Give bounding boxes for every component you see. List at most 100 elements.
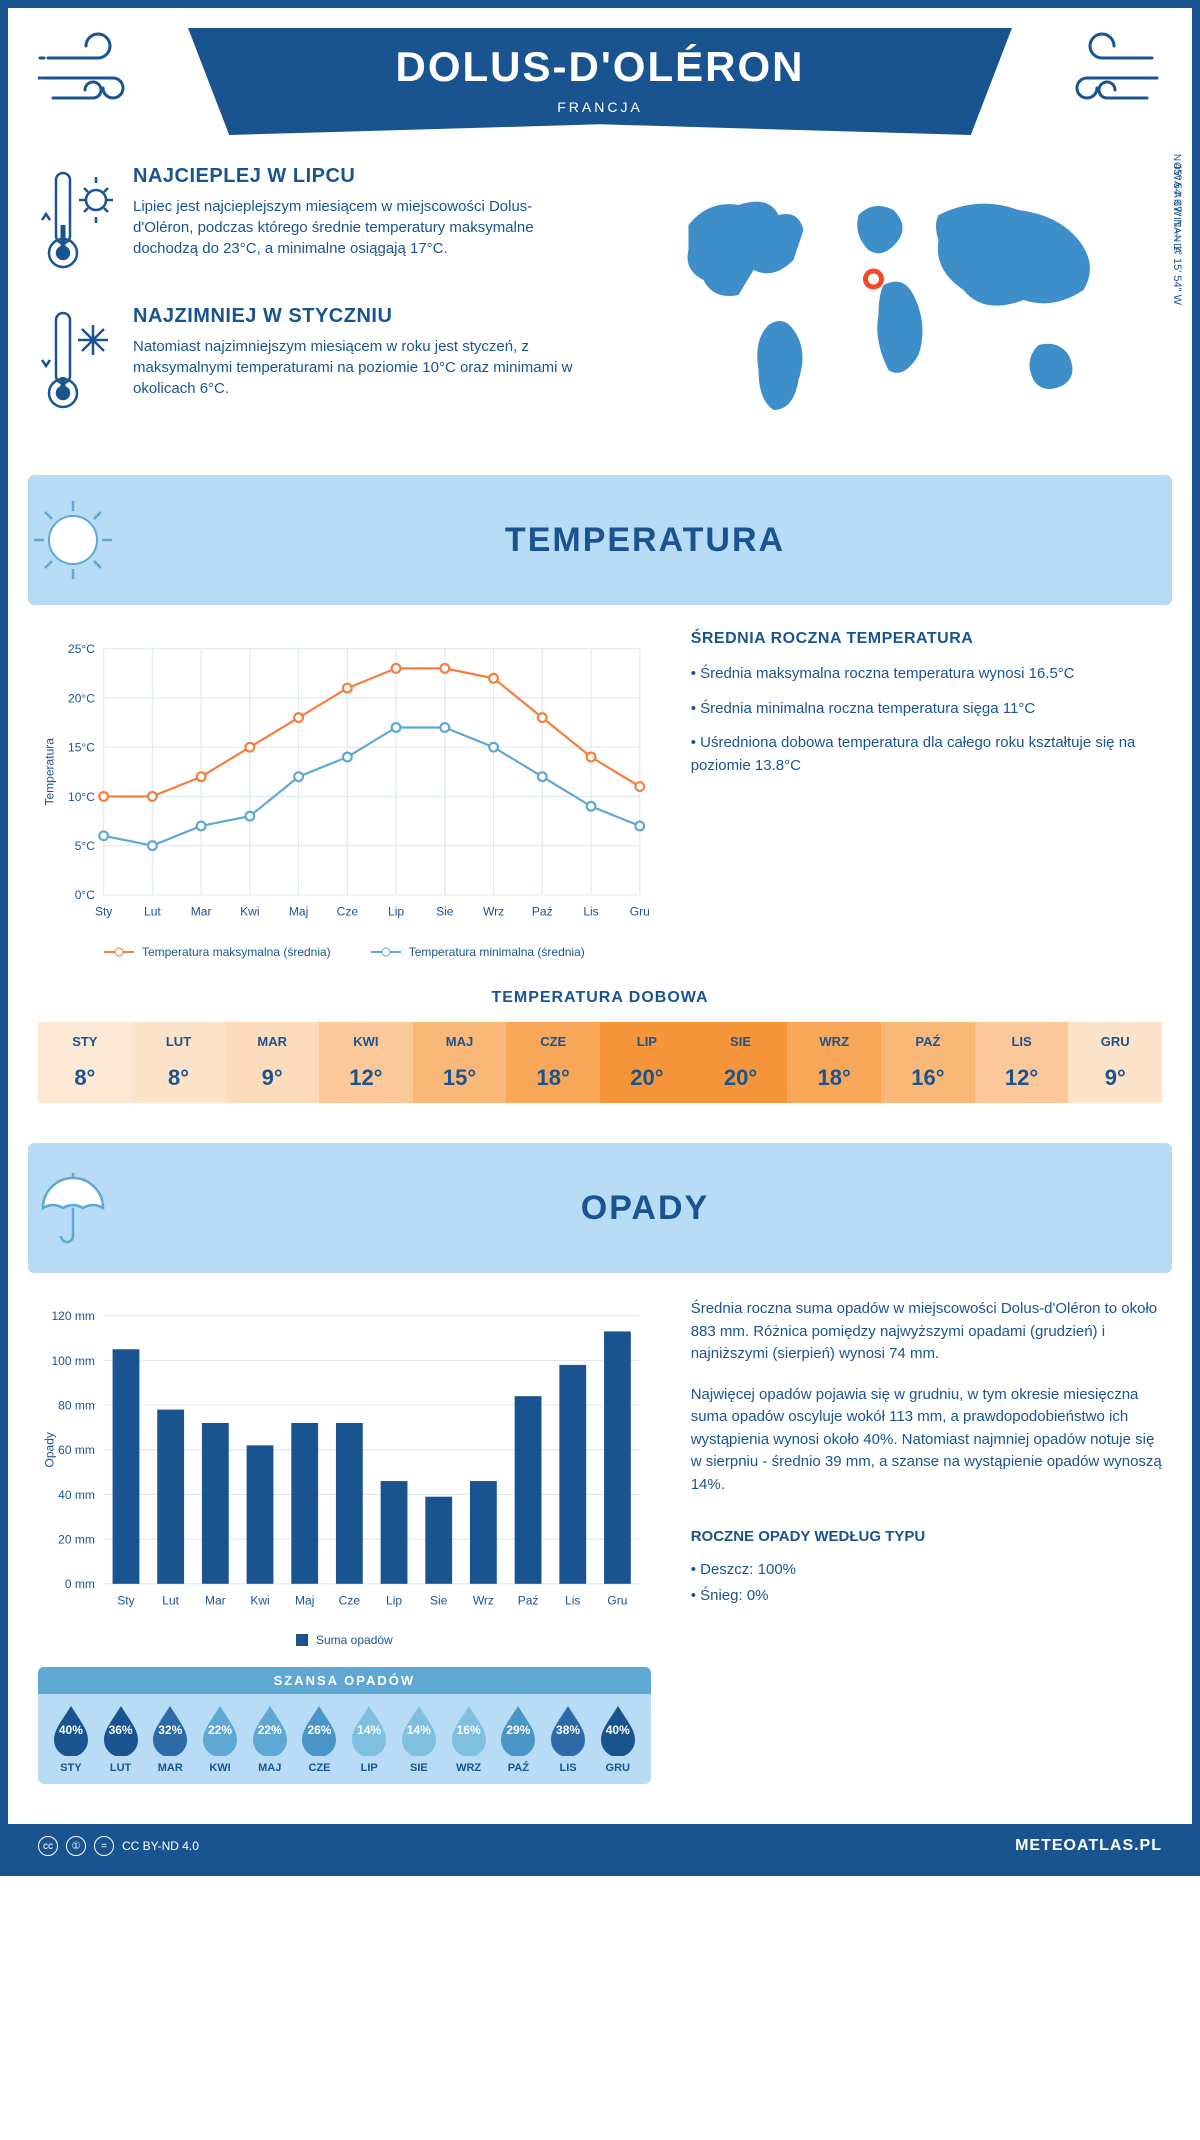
precip-chance-box: SZANSA OPADÓW 40%STY36%LUT32%MAR22%KWI22… bbox=[38, 1667, 651, 1784]
svg-text:5°C: 5°C bbox=[75, 839, 95, 853]
precip-section-title: OPADY bbox=[148, 1189, 1142, 1228]
raindrop-icon: 38% bbox=[546, 1704, 590, 1756]
svg-text:Cze: Cze bbox=[339, 1594, 361, 1608]
chance-value: 14% bbox=[407, 1723, 431, 1737]
temp-cell-value: 16° bbox=[885, 1065, 971, 1091]
temp-cell-value: 8° bbox=[42, 1065, 128, 1091]
chance-month: GRU bbox=[593, 1762, 643, 1774]
raindrop-icon: 14% bbox=[347, 1704, 391, 1756]
raindrop-icon: 36% bbox=[99, 1704, 143, 1756]
temp-cell: SIE 20° bbox=[694, 1022, 788, 1103]
svg-text:Cze: Cze bbox=[337, 905, 359, 919]
warmest-block: NAJCIEPLEJ W LIPCU Lipiec jest najcieple… bbox=[38, 165, 585, 280]
svg-text:Kwi: Kwi bbox=[240, 905, 259, 919]
chance-cell: 16% WRZ bbox=[444, 1704, 494, 1774]
temp-bullet: • Średnia maksymalna roczna temperatura … bbox=[691, 663, 1162, 686]
svg-text:Lut: Lut bbox=[162, 1594, 179, 1608]
chance-cell: 22%KWI bbox=[195, 1704, 245, 1774]
svg-text:Paź: Paź bbox=[532, 905, 553, 919]
chance-cell: 40% GRU bbox=[593, 1704, 643, 1774]
svg-text:80 mm: 80 mm bbox=[58, 1398, 95, 1412]
precip-section-header: OPADY bbox=[28, 1143, 1172, 1273]
temp-cell: LIP20° bbox=[600, 1022, 694, 1103]
chance-title: SZANSA OPADÓW bbox=[38, 1667, 651, 1694]
coldest-heading: NAJZIMNIEJ W STYCZNIU bbox=[133, 305, 585, 328]
svg-text:Wrz: Wrz bbox=[483, 905, 504, 919]
temperature-summary: ŚREDNIA ROCZNA TEMPERATURA • Średnia mak… bbox=[691, 630, 1162, 959]
temperature-line-chart: 0°C5°C10°C15°C20°C25°CStyLutMarKwiMajCze… bbox=[38, 630, 651, 959]
temp-cell-month: WRZ bbox=[791, 1034, 877, 1049]
svg-text:20°C: 20°C bbox=[68, 691, 95, 705]
raindrop-icon: 26% bbox=[297, 1704, 341, 1756]
chance-cell: 14% LIP bbox=[344, 1704, 394, 1774]
chance-value: 36% bbox=[109, 1723, 133, 1737]
svg-text:Temperatura: Temperatura bbox=[42, 738, 56, 806]
svg-text:Sie: Sie bbox=[430, 1594, 448, 1608]
warmest-text: Lipiec jest najcieplejszym miesiącem w m… bbox=[133, 196, 585, 259]
temp-cell: LUT8° bbox=[132, 1022, 226, 1103]
temp-cell: MAR9° bbox=[225, 1022, 319, 1103]
coldest-block: NAJZIMNIEJ W STYCZNIU Natomiast najzimni… bbox=[38, 305, 585, 420]
nd-icon: = bbox=[94, 1836, 114, 1856]
temperature-section-title: TEMPERATURA bbox=[148, 521, 1142, 560]
svg-text:Lut: Lut bbox=[144, 905, 161, 919]
daily-temp-table: STY8°LUT8°MAR9°KWI12°MAJ15°CZE18°LIP20°S… bbox=[38, 1022, 1162, 1103]
svg-text:120 mm: 120 mm bbox=[51, 1309, 94, 1323]
chance-cell: 36%LUT bbox=[96, 1704, 146, 1774]
chance-month: LIP bbox=[344, 1762, 394, 1774]
raindrop-icon: 29% bbox=[496, 1704, 540, 1756]
chance-cell: 38%LIS bbox=[543, 1704, 593, 1774]
chance-value: 16% bbox=[457, 1723, 481, 1737]
world-map-svg bbox=[615, 175, 1162, 435]
coordinates-label: 45° 54' 37" N — 1° 15' 54" W bbox=[1171, 163, 1183, 305]
legend-precip-label: Suma opadów bbox=[316, 1633, 393, 1647]
svg-text:0 mm: 0 mm bbox=[65, 1577, 95, 1591]
temp-cell-month: SIE bbox=[698, 1034, 784, 1049]
chance-value: 14% bbox=[357, 1723, 381, 1737]
warmest-heading: NAJCIEPLEJ W LIPCU bbox=[133, 165, 585, 188]
chance-value: 40% bbox=[606, 1723, 630, 1737]
header-row: DOLUS-D'OLÉRON FRANCJA bbox=[38, 28, 1162, 135]
temp-cell: LIS12° bbox=[975, 1022, 1069, 1103]
temp-cell-month: KWI bbox=[323, 1034, 409, 1049]
temp-cell-month: PAŹ bbox=[885, 1034, 971, 1049]
raindrop-icon: 40% bbox=[596, 1704, 640, 1756]
temp-cell-value: 9° bbox=[1072, 1065, 1158, 1091]
temp-bullet: • Uśredniona dobowa temperatura dla całe… bbox=[691, 732, 1162, 777]
temp-cell-value: 18° bbox=[791, 1065, 877, 1091]
svg-text:Gru: Gru bbox=[630, 905, 650, 919]
chance-month: MAR bbox=[145, 1762, 195, 1774]
svg-text:Sie: Sie bbox=[436, 905, 454, 919]
temp-bullet: • Średnia minimalna roczna temperatura s… bbox=[691, 698, 1162, 721]
temp-cell-value: 20° bbox=[604, 1065, 690, 1091]
temp-cell: CZE18° bbox=[506, 1022, 600, 1103]
chance-cell: 14%SIE bbox=[394, 1704, 444, 1774]
svg-text:Lip: Lip bbox=[388, 905, 404, 919]
svg-text:100 mm: 100 mm bbox=[51, 1354, 94, 1368]
precip-summary: Średnia roczna suma opadów w miejscowośc… bbox=[691, 1298, 1162, 1784]
svg-text:40 mm: 40 mm bbox=[58, 1488, 95, 1502]
thermometer-hot-icon bbox=[38, 165, 118, 280]
cc-icon: cc bbox=[38, 1836, 58, 1856]
sun-icon bbox=[28, 495, 118, 585]
svg-text:0°C: 0°C bbox=[75, 888, 95, 902]
chance-month: STY bbox=[46, 1762, 96, 1774]
chance-month: WRZ bbox=[444, 1762, 494, 1774]
footer: cc ① = CC BY-ND 4.0 METEOATLAS.PL bbox=[8, 1824, 1192, 1868]
temp-cell: GRU 9° bbox=[1068, 1022, 1162, 1103]
country-subtitle: FRANCJA bbox=[228, 99, 972, 115]
raindrop-icon: 22% bbox=[198, 1704, 242, 1756]
raindrop-icon: 40% bbox=[49, 1704, 93, 1756]
chance-value: 29% bbox=[506, 1723, 530, 1737]
chance-value: 40% bbox=[59, 1723, 83, 1737]
temp-cell: WRZ 18° bbox=[787, 1022, 881, 1103]
temp-cell-month: GRU bbox=[1072, 1034, 1158, 1049]
svg-text:25°C: 25°C bbox=[68, 642, 95, 656]
wind-icon-left bbox=[38, 28, 168, 123]
precip-type-item: • Deszcz: 100% bbox=[691, 1559, 1162, 1582]
temp-cell: MAJ15° bbox=[413, 1022, 507, 1103]
temp-cell-value: 20° bbox=[698, 1065, 784, 1091]
climate-summary-row: NAJCIEPLEJ W LIPCU Lipiec jest najcieple… bbox=[38, 165, 1162, 445]
temp-cell-month: CZE bbox=[510, 1034, 596, 1049]
title-banner: DOLUS-D'OLÉRON FRANCJA bbox=[168, 28, 1032, 135]
